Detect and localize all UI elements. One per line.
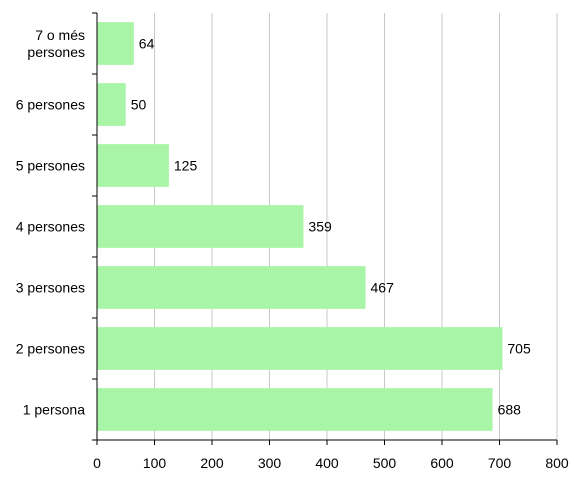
x-tick-label: 200 xyxy=(200,455,224,471)
category-label: 2 persones xyxy=(16,341,85,357)
category-label-line: persones xyxy=(27,44,85,60)
category-label: 7 o més persones xyxy=(27,27,85,60)
category-label-line: 4 persones xyxy=(16,219,85,235)
category-label: 3 persones xyxy=(16,280,85,296)
data-label: 125 xyxy=(174,158,198,174)
data-label: 467 xyxy=(371,280,395,296)
category-label-line: 5 persones xyxy=(16,158,85,174)
x-tick-label: 400 xyxy=(315,455,339,471)
x-tick-label: 0 xyxy=(93,455,101,471)
x-tick-label: 300 xyxy=(258,455,282,471)
category-label: 5 persones xyxy=(16,158,85,174)
bar xyxy=(97,266,366,309)
x-tick-label: 700 xyxy=(488,455,512,471)
bar xyxy=(97,22,134,65)
category-label: 6 persones xyxy=(16,97,85,113)
x-tick-label: 500 xyxy=(373,455,397,471)
bar xyxy=(97,388,493,431)
data-label: 50 xyxy=(131,97,147,113)
category-label-line: 3 persones xyxy=(16,280,85,296)
x-tick-label: 100 xyxy=(143,455,167,471)
x-tick-label: 800 xyxy=(545,455,569,471)
category-label-line: 6 persones xyxy=(16,97,85,113)
bar xyxy=(97,144,169,187)
data-label: 705 xyxy=(507,341,531,357)
category-label-line: 2 persones xyxy=(16,341,85,357)
x-tick-label: 600 xyxy=(430,455,454,471)
data-label: 688 xyxy=(498,402,522,418)
data-label: 64 xyxy=(139,36,155,52)
data-label: 359 xyxy=(308,219,332,235)
bar xyxy=(97,83,126,126)
category-label-line: 7 o més xyxy=(35,27,85,43)
bar xyxy=(97,327,503,370)
category-label-line: 1 persona xyxy=(23,402,85,418)
bar xyxy=(97,205,304,248)
category-label: 4 persones xyxy=(16,219,85,235)
category-label: 1 persona xyxy=(23,402,85,418)
